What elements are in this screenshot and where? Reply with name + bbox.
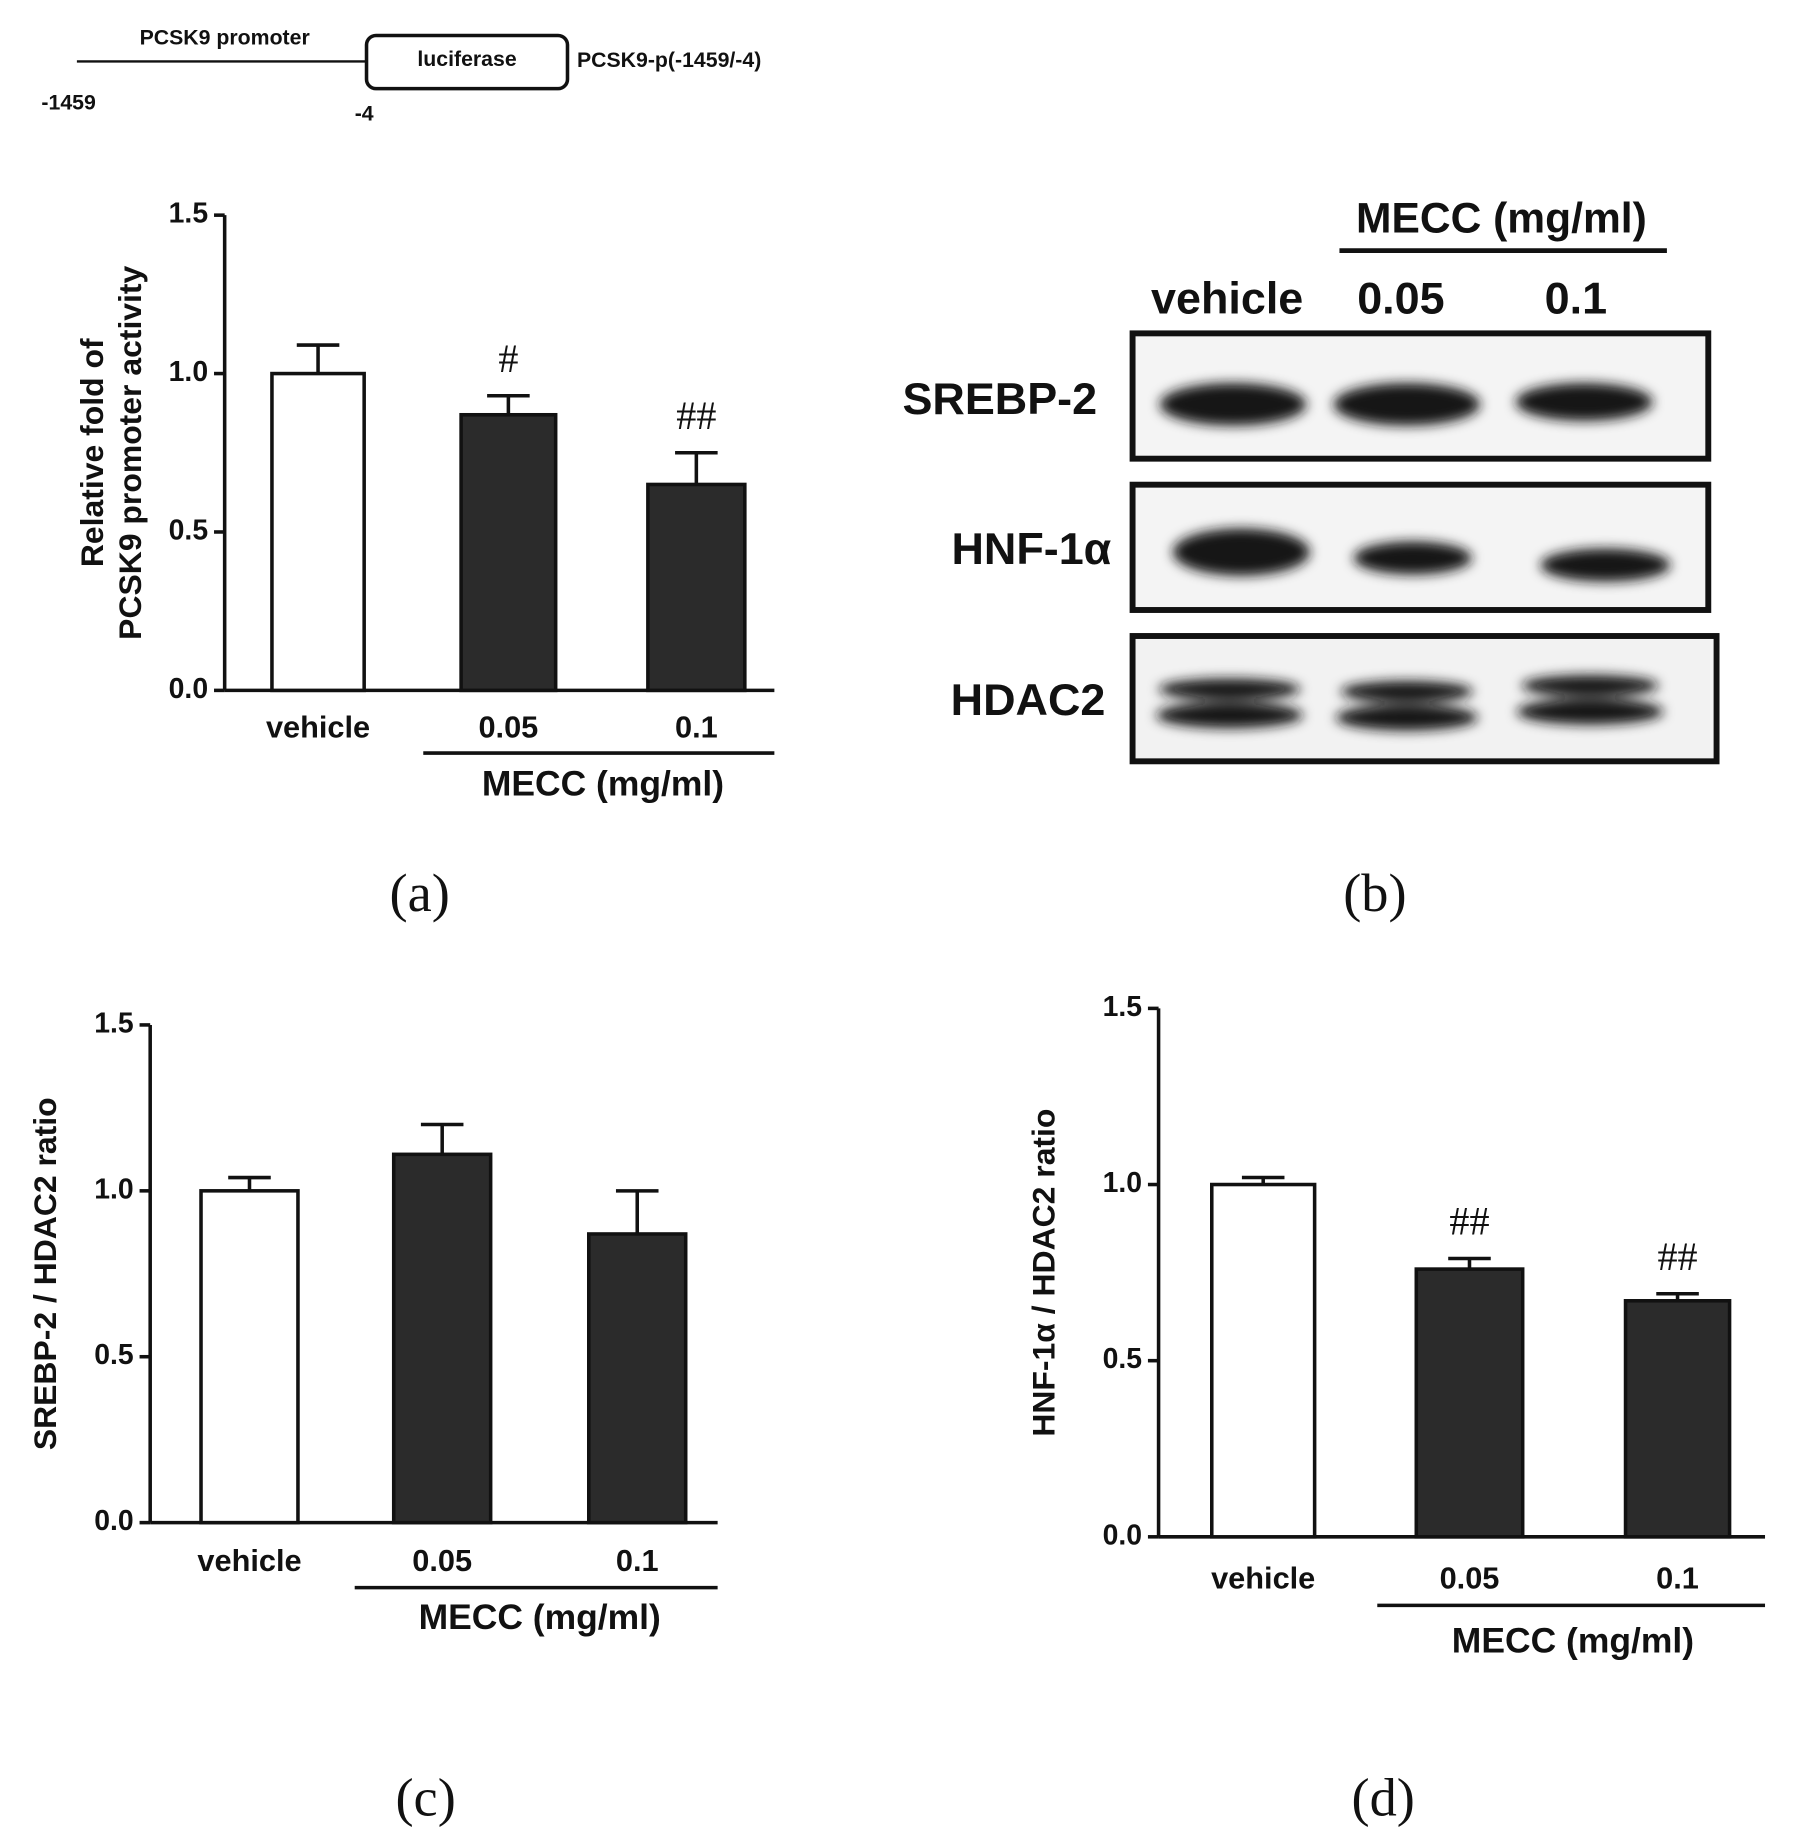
group-label: MECC (mg/ml)	[419, 1597, 661, 1637]
group-label: MECC (mg/ml)	[1452, 1621, 1694, 1661]
x-tick-label: 0.05	[1440, 1561, 1500, 1596]
y-tick-label: 0.5	[1103, 1343, 1142, 1375]
y-tick-label: 1.0	[94, 1173, 133, 1205]
lane-label: 0.1	[1545, 272, 1607, 323]
x-tick-label: 0.1	[675, 710, 718, 745]
luciferase-box	[364, 33, 570, 91]
panel-label: (b)	[1343, 863, 1406, 923]
blot-group-label: MECC (mg/ml)	[1356, 194, 1647, 242]
bar	[1414, 1267, 1525, 1539]
bar	[1210, 1182, 1317, 1539]
y-axis-label: HNF-1α / HDAC2 ratio	[1026, 1109, 1062, 1437]
row-label: SREBP-2	[902, 373, 1097, 424]
panel-label: (d)	[1351, 1767, 1414, 1827]
bar	[1623, 1299, 1732, 1539]
bar	[459, 412, 558, 693]
x-tick-label: 0.1	[616, 1543, 659, 1578]
y-tick-label: 0.0	[94, 1505, 133, 1537]
y-tick-label: 1.0	[1103, 1167, 1142, 1199]
bar	[199, 1189, 300, 1525]
bar	[391, 1152, 493, 1525]
promoter-label: PCSK9 promoter	[140, 26, 310, 50]
x-tick-label: vehicle	[1211, 1561, 1315, 1596]
y-tick-label: 0.5	[94, 1339, 133, 1371]
end-label: -4	[355, 101, 374, 125]
group-label: MECC (mg/ml)	[482, 764, 724, 804]
y-axis-label: Relative fold of	[74, 338, 110, 567]
bar	[646, 482, 747, 693]
construct-label: PCSK9-p(-1459/-4)	[577, 48, 761, 72]
x-tick-label: 0.1	[1656, 1561, 1699, 1596]
x-tick-label: vehicle	[197, 1543, 301, 1578]
start-label: -1459	[41, 91, 96, 115]
y-axis-label: SREBP-2 / HDAC2 ratio	[27, 1097, 63, 1450]
blot-image	[1129, 330, 1720, 765]
annotation: ##	[1449, 1199, 1489, 1244]
y-axis-label: PCSK9 promoter activity	[112, 265, 148, 639]
bar	[586, 1232, 688, 1525]
y-tick-label: 0.0	[169, 673, 208, 705]
annotation: ##	[1657, 1234, 1697, 1279]
x-tick-label: 0.05	[478, 710, 538, 745]
x-tick-label: 0.05	[412, 1543, 472, 1578]
lane-label: vehicle	[1151, 272, 1303, 323]
y-tick-label: 1.5	[94, 1007, 133, 1039]
bar	[270, 371, 366, 693]
x-tick-label: vehicle	[266, 710, 370, 745]
panel-label: (a)	[390, 863, 450, 923]
y-tick-label: 1.0	[169, 356, 208, 388]
row-label: HNF-1α	[951, 523, 1111, 574]
reporter-label: luciferase	[417, 47, 516, 71]
y-tick-label: 1.5	[1103, 991, 1142, 1023]
panel-label: (c)	[395, 1767, 455, 1827]
y-tick-label: 1.5	[169, 198, 208, 230]
y-tick-label: 0.5	[169, 514, 208, 546]
annotation: ##	[676, 393, 716, 438]
y-tick-label: 0.0	[1103, 1519, 1142, 1551]
row-label: HDAC2	[951, 674, 1106, 725]
lane-label: 0.05	[1357, 272, 1444, 323]
annotation: #	[498, 336, 518, 381]
